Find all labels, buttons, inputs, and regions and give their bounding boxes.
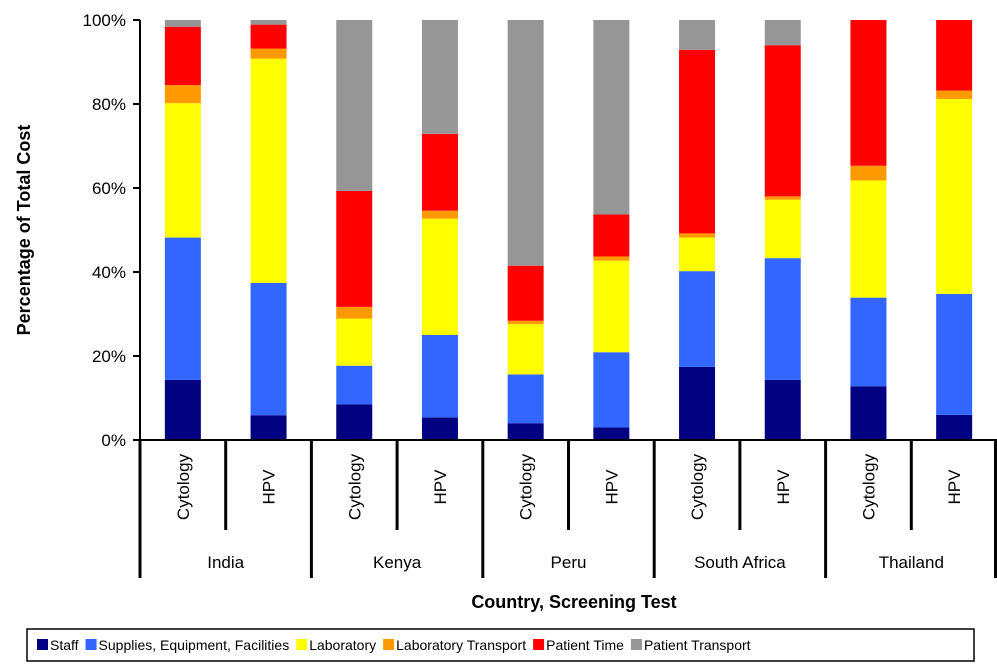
bar-segment — [164, 103, 201, 238]
x-category-label: Cytology — [174, 453, 193, 520]
bar-segment — [164, 237, 201, 380]
x-category-label: Cytology — [859, 453, 878, 520]
legend-label: Supplies, Equipment, Facilities — [99, 637, 290, 653]
bar-segment — [336, 404, 373, 440]
bar-segment — [593, 214, 630, 257]
bar-segment — [679, 233, 716, 238]
bar-segment — [250, 282, 287, 416]
plot-area: 0% 20% 40% 60% 80% 100% Cytology HPV Cytology HPV… — [83, 11, 997, 578]
legend-label: Patient Time — [546, 637, 624, 653]
bar-segment — [507, 324, 544, 375]
x-category-label: HPV — [774, 469, 793, 505]
bar-segment — [164, 379, 201, 440]
bar-segment — [507, 20, 544, 266]
bar-segment — [336, 306, 373, 319]
legend-swatch — [296, 639, 308, 650]
bar-segment — [164, 85, 201, 104]
bar-segment — [593, 352, 630, 428]
bar-segment — [250, 20, 287, 25]
bar-segment — [936, 293, 973, 415]
legend-swatch — [37, 639, 48, 650]
bar-segment — [850, 297, 887, 387]
bar-segment — [679, 271, 716, 367]
x-category-label: Cytology — [688, 453, 707, 520]
bar-segment — [593, 427, 630, 440]
bar-segment — [507, 320, 544, 325]
bar-segment — [679, 49, 716, 234]
bar-segment — [764, 20, 801, 46]
x-axis-title: Country, Screening Test — [471, 592, 676, 612]
bar-segment — [593, 260, 630, 353]
bar-segment — [421, 417, 458, 440]
bar-segment — [507, 423, 544, 440]
bar-segment — [936, 98, 973, 294]
bar-segment — [679, 237, 716, 272]
legend-swatch — [533, 639, 545, 650]
bar-segment — [336, 365, 373, 405]
x-category-label: Cytology — [345, 453, 364, 520]
bar-segment — [421, 335, 458, 418]
bar-segment — [250, 48, 287, 59]
bar-segment — [679, 366, 716, 440]
bar-segment — [593, 256, 630, 261]
bar-segment — [421, 210, 458, 219]
bar-segment — [850, 386, 887, 440]
x-group-label: India — [207, 553, 244, 572]
bar-segment — [764, 196, 801, 200]
y-tick-label: 80% — [92, 95, 126, 114]
bar-segment — [421, 218, 458, 335]
x-category-label: Cytology — [517, 453, 536, 520]
bar-segment — [421, 133, 458, 211]
bar-segment — [850, 180, 887, 298]
y-tick-label: 20% — [92, 347, 126, 366]
bar-segment — [679, 20, 716, 50]
x-group-label: Kenya — [373, 553, 422, 572]
x-group-label: South Africa — [694, 553, 786, 572]
bar-segment — [507, 265, 544, 321]
bar-segment — [250, 58, 287, 283]
bar-segment — [250, 24, 287, 49]
bar-segment — [593, 20, 630, 215]
legend-swatch — [630, 639, 642, 650]
bar-segment — [764, 199, 801, 259]
x-group-label: Thailand — [879, 553, 944, 572]
bar-segment — [764, 379, 801, 440]
bar-segment — [421, 20, 458, 134]
x-group-label: Peru — [551, 553, 587, 572]
bar-segment — [507, 374, 544, 424]
legend-label: Laboratory Transport — [396, 637, 526, 653]
legend: Staff Supplies, Equipment, Facilities Labo… — [26, 628, 975, 662]
legend-label: Staff — [50, 637, 79, 653]
bar-segment — [850, 20, 887, 166]
y-tick-label: 60% — [92, 179, 126, 198]
x-category-label: HPV — [602, 469, 621, 505]
bar-segment — [164, 20, 201, 27]
bar-segment — [764, 45, 801, 197]
legend-swatch — [383, 639, 395, 650]
x-category-label: HPV — [260, 469, 279, 505]
bar-segment — [764, 258, 801, 380]
legend-label: Patient Transport — [644, 637, 751, 653]
y-tick-label: 40% — [92, 263, 126, 282]
bar-segment — [336, 20, 373, 191]
bar-segment — [336, 318, 373, 366]
y-tick-label: 100% — [83, 11, 126, 30]
x-category-label: HPV — [945, 469, 964, 505]
y-axis-title: Percentage of Total Cost — [14, 125, 34, 336]
bar-segment — [850, 165, 887, 181]
x-category-label: HPV — [431, 469, 450, 505]
legend-swatch — [85, 639, 97, 650]
legend-label: Laboratory — [309, 637, 376, 653]
bar-segment — [336, 190, 373, 307]
bar-segment — [164, 26, 201, 86]
legend-box — [26, 628, 975, 662]
bar-segment — [936, 90, 973, 99]
bar-segment — [936, 20, 973, 91]
bar-segment — [936, 414, 973, 440]
bar-segment — [250, 415, 287, 440]
y-tick-label: 0% — [101, 431, 126, 450]
